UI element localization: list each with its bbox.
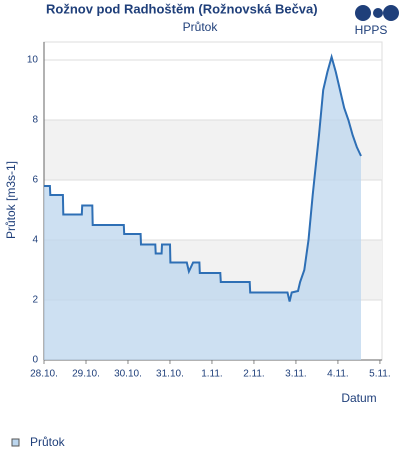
y-tick-label: 4: [32, 235, 38, 246]
y-tick-label: 8: [32, 115, 38, 126]
chart-title: Rožnov pod Radhoštěm (Rožnovská Bečva): [46, 1, 318, 16]
chart-subtitle: Průtok: [183, 20, 219, 34]
x-tick-label: 3.11.: [285, 369, 307, 380]
series-line: [44, 53, 362, 302]
legend-swatch: [11, 438, 20, 447]
legend-label: Průtok: [30, 435, 66, 449]
x-tick-label: 29.10.: [72, 369, 100, 380]
x-tick-label: 31.10.: [156, 369, 184, 380]
y-tick-label: 6: [32, 175, 38, 186]
y-tick-label: 2: [32, 295, 38, 306]
x-tick-label: 2.11.: [243, 369, 265, 380]
area-fill: [44, 57, 361, 360]
x-tick-label: 28.10.: [30, 369, 58, 380]
logo-text: HPPS: [355, 23, 388, 37]
logo: HPPS: [355, 5, 399, 37]
x-tick-label: 5.11.: [369, 369, 391, 380]
y-tick-label: 0: [32, 355, 38, 366]
y-tick-label: 10: [27, 55, 39, 66]
x-tick-label: 30.10.: [114, 369, 142, 380]
y-axis-label: Průtok [m3s-1]: [4, 161, 18, 239]
x-tick-label: 4.11.: [327, 369, 349, 380]
x-axis-label: Datum: [341, 391, 376, 405]
x-tick-label: 1.11.: [201, 369, 223, 380]
